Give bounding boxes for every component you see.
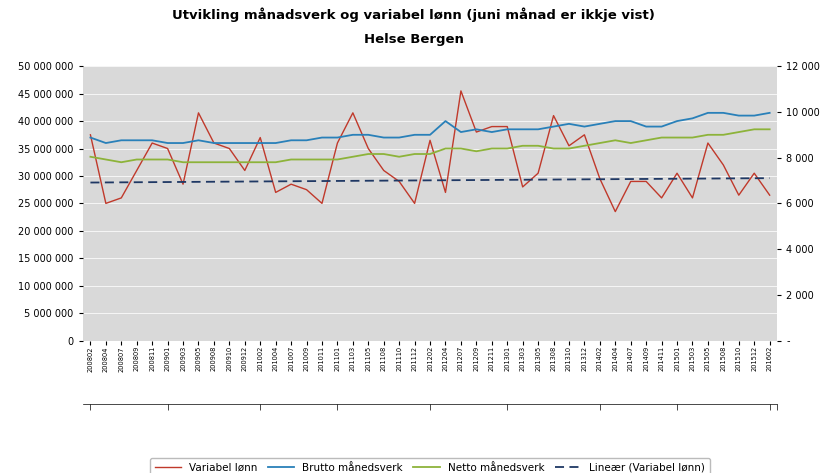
Legend: Variabel lønn, Brutto månedsverk, Netto månedsverk, Lineær (Variabel lønn): Variabel lønn, Brutto månedsverk, Netto …	[150, 457, 710, 473]
Text: Utvikling månadsverk og variabel lønn (juni månad er ikkje vist): Utvikling månadsverk og variabel lønn (j…	[172, 7, 655, 22]
Text: Helse Bergen: Helse Bergen	[364, 33, 463, 46]
